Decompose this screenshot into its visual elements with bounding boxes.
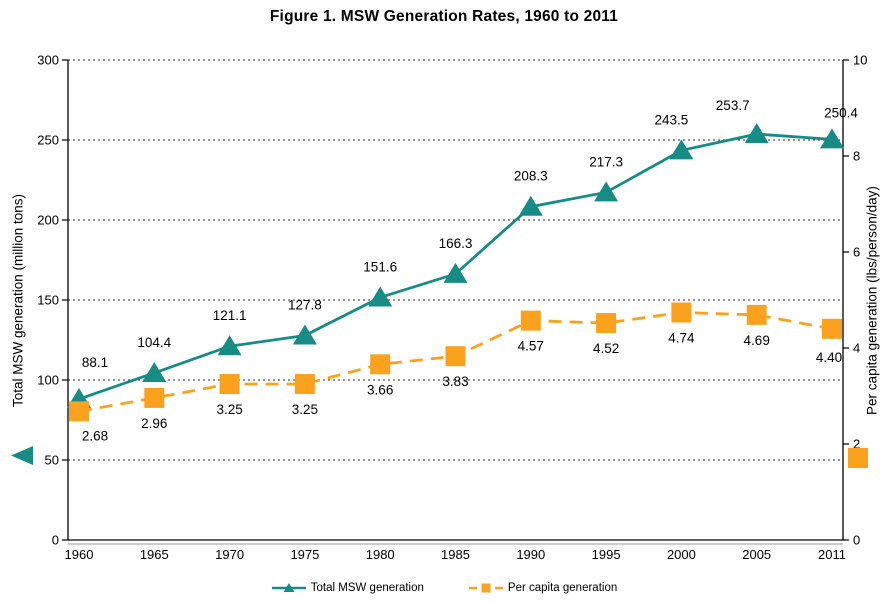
x-axis-tick-label: 1995: [592, 547, 621, 562]
total-msw-axis-marker-icon: [11, 446, 33, 465]
triangle-marker: [518, 195, 543, 216]
data-label: 4.69: [744, 333, 770, 348]
data-label: 166.3: [439, 236, 473, 251]
data-label: 3.25: [292, 402, 318, 417]
right-axis-title: Per capita generation (lbs/person/day): [864, 186, 880, 415]
x-axis-tick-label: 2000: [667, 547, 696, 562]
square-marker: [294, 374, 315, 394]
triangle-marker: [820, 128, 844, 149]
x-axis-tick-label: 1990: [516, 547, 545, 562]
total-msw-legend-line-icon: [271, 583, 306, 592]
x-axis-tick-label: 1970: [215, 547, 244, 562]
data-label: 3.25: [216, 402, 242, 417]
left-axis-tick-label: 50: [45, 453, 59, 468]
right-axis-tick-label: 8: [853, 149, 860, 164]
triangle-marker: [594, 181, 619, 202]
square-marker: [69, 401, 89, 422]
triangle-marker: [368, 286, 393, 307]
data-label: 250.4: [824, 105, 858, 120]
legend-item-per-capita: Per capita generation: [468, 582, 617, 594]
data-label: 3.66: [367, 382, 393, 397]
data-label: 4.40: [816, 350, 842, 365]
right-axis-tick-label: 2: [853, 437, 860, 452]
square-marker: [445, 346, 466, 367]
triangle-marker: [217, 335, 242, 356]
square-marker: [596, 313, 617, 334]
data-label: 4.52: [593, 341, 619, 356]
per-capita-axis-marker-icon: [848, 448, 868, 468]
data-label: 2.96: [141, 416, 167, 431]
legend: Total MSW generation Per capita generati…: [0, 579, 888, 597]
left-axis-tick-label: 250: [37, 133, 59, 148]
x-axis-tick-label: 2005: [742, 547, 771, 562]
legend-label-per-capita: Per capita generation: [507, 582, 618, 594]
right-axis-tick-label: 4: [853, 341, 860, 356]
data-label: 4.57: [518, 339, 544, 354]
data-label: 88.1: [82, 355, 108, 370]
x-axis-tick-label: 1985: [441, 547, 470, 562]
data-label: 243.5: [655, 112, 689, 127]
left-axis-tick-label: 300: [37, 53, 59, 68]
right-axis-tick-label: 6: [853, 245, 860, 260]
square-marker: [144, 387, 165, 408]
data-label: 127.8: [288, 298, 322, 313]
x-axis-tick-label: 1965: [140, 547, 169, 562]
square-marker: [370, 354, 391, 375]
x-axis-tick-label: 1980: [366, 547, 395, 562]
triangle-marker: [292, 324, 317, 345]
left-axis-tick-label: 0: [52, 533, 59, 548]
data-label: 217.3: [589, 154, 623, 169]
right-axis-tick-label: 0: [853, 533, 860, 548]
triangle-marker: [142, 361, 167, 382]
per-capita-legend-line-icon: [468, 583, 503, 593]
data-label: 208.3: [514, 169, 548, 184]
chart-title: Figure 1. MSW Generation Rates, 1960 to …: [269, 8, 619, 25]
data-label: 151.6: [363, 259, 397, 274]
left-axis-tick-label: 100: [37, 373, 59, 388]
data-label: 3.83: [442, 374, 468, 389]
x-axis-tick-label: 2011: [818, 547, 846, 562]
data-label: 121.1: [213, 308, 247, 323]
x-axis-tick-label: 1960: [65, 547, 94, 562]
square-marker: [822, 318, 842, 339]
square-marker: [520, 310, 541, 331]
square-marker: [219, 374, 240, 394]
left-axis-tick-label: 200: [37, 213, 59, 228]
data-label: 2.68: [82, 428, 108, 443]
square-marker: [671, 302, 692, 323]
data-label: 104.4: [137, 335, 171, 350]
triangle-marker: [744, 123, 769, 144]
square-marker: [746, 304, 767, 325]
left-axis-tick-label: 150: [37, 293, 59, 308]
data-label: 4.74: [668, 330, 695, 345]
right-axis-tick-label: 10: [853, 53, 867, 68]
legend-item-total-msw: Total MSW generation: [271, 582, 424, 594]
legend-label-total-msw: Total MSW generation: [310, 582, 424, 594]
x-axis-tick-label: 1975: [290, 547, 319, 562]
triangle-marker: [669, 139, 694, 160]
data-label: 253.7: [716, 98, 750, 113]
left-axis-title: Total MSW generation (million tons): [10, 193, 26, 408]
triangle-marker: [443, 262, 468, 283]
